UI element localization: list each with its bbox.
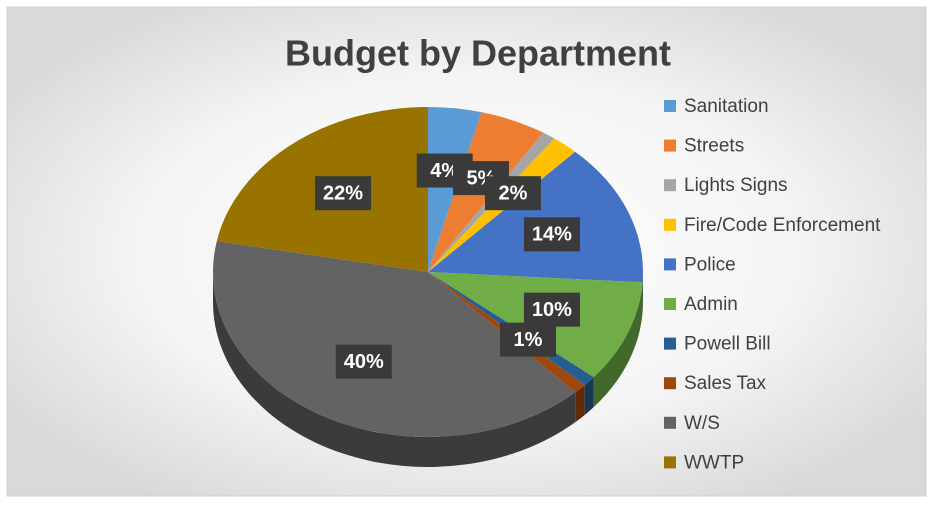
data-label: 22% [323, 182, 363, 204]
legend-swatch [664, 258, 676, 270]
legend-label: Police [684, 254, 736, 275]
legend-swatch [664, 338, 676, 350]
data-label: 2% [499, 182, 528, 204]
data-label: 40% [344, 351, 384, 373]
legend-label: Fire/Code Enforcement [684, 215, 881, 236]
legend-label: Powell Bill [684, 334, 771, 355]
legend-label: W/S [684, 413, 720, 434]
legend-label: Sanitation [684, 96, 769, 117]
data-label: 1% [514, 329, 543, 351]
legend-swatch [664, 179, 676, 191]
legend-swatch [664, 417, 676, 429]
legend-label: WWTP [684, 452, 744, 473]
legend-swatch [664, 140, 676, 152]
legend-label: Sales Tax [684, 373, 767, 394]
legend-swatch [664, 219, 676, 231]
legend-label: Admin [684, 294, 738, 315]
legend-swatch [664, 100, 676, 112]
legend-swatch [664, 377, 676, 389]
data-label: 10% [532, 299, 572, 321]
chart-title: Budget by Department [285, 33, 671, 74]
data-label: 14% [532, 224, 572, 246]
legend-label: Streets [684, 136, 744, 157]
legend-swatch [664, 456, 676, 468]
legend-swatch [664, 298, 676, 310]
legend-label: Lights Signs [684, 175, 788, 196]
